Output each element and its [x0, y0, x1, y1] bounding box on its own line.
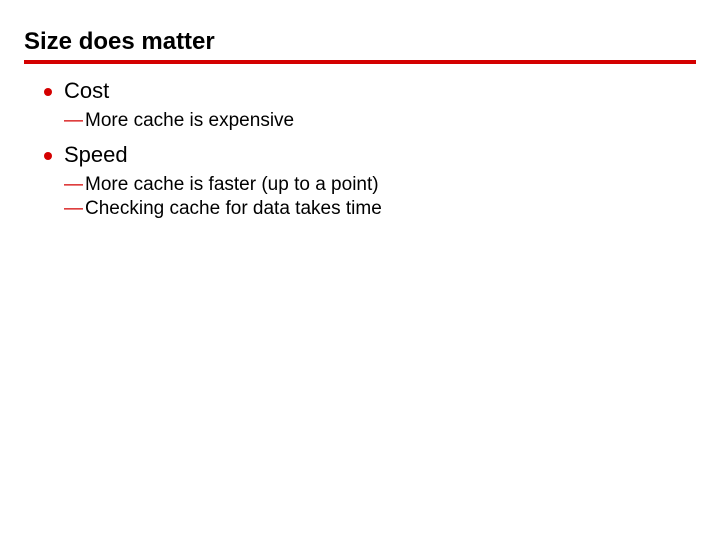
slide-title: Size does matter — [24, 28, 696, 64]
sub-text: Checking cache for data takes time — [85, 198, 382, 220]
sub-item: — More cache is expensive — [64, 110, 696, 132]
sub-text: More cache is expensive — [85, 110, 294, 132]
bullet-row: Speed — [44, 142, 696, 168]
sub-text: More cache is faster (up to a point) — [85, 174, 379, 196]
dash-icon: — — [64, 198, 83, 220]
sub-list: — More cache is faster (up to a point) —… — [44, 174, 696, 220]
bullet-icon — [44, 88, 52, 96]
sub-list: — More cache is expensive — [44, 110, 696, 132]
bullet-label: Speed — [64, 142, 128, 168]
bullet-list: Cost — More cache is expensive Speed — M… — [24, 78, 696, 220]
bullet-icon — [44, 152, 52, 160]
sub-item: — More cache is faster (up to a point) — [64, 174, 696, 196]
bullet-row: Cost — [44, 78, 696, 104]
sub-item: — Checking cache for data takes time — [64, 198, 696, 220]
bullet-label: Cost — [64, 78, 109, 104]
bullet-item: Cost — More cache is expensive — [44, 78, 696, 132]
dash-icon: — — [64, 110, 83, 132]
bullet-item: Speed — More cache is faster (up to a po… — [44, 142, 696, 220]
dash-icon: — — [64, 174, 83, 196]
